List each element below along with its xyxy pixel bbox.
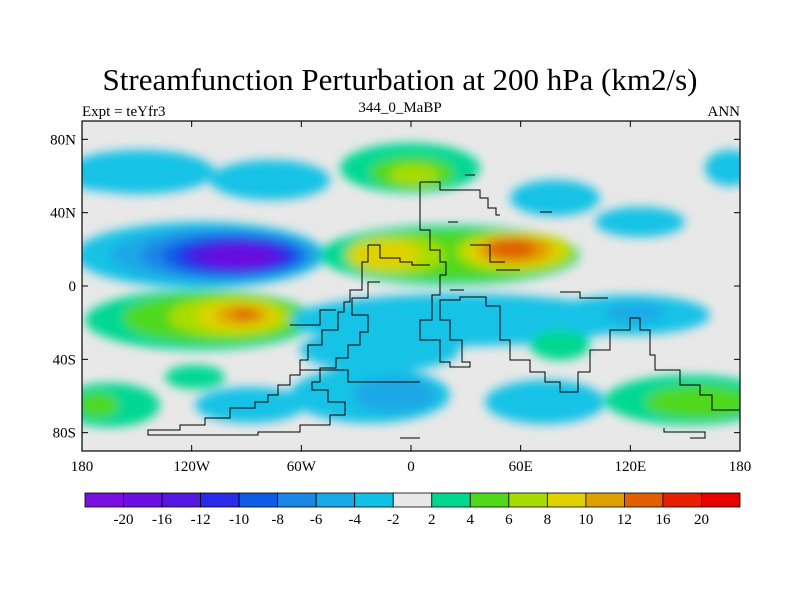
colorbar-swatch [200,492,240,508]
streamfunction-field [82,143,740,427]
colorbar-label: -10 [229,512,249,528]
lon-tick-label: 60W [287,459,317,475]
colorbar-swatch [238,492,279,508]
colorbar-swatch [624,492,664,508]
lon-tick-label: 180 [729,459,752,475]
positive-anomaly-eurasia [320,225,580,285]
positive-anomaly-south-pacific [85,290,315,350]
colorbar-swatch [392,492,433,508]
colorbar-swatch [662,492,702,508]
map-subtitle: 344_0_MaBP [358,100,442,116]
colorbar-label: 2 [428,512,436,528]
colorbar-swatch [469,492,510,508]
lon-tick-label: 180 [71,459,94,475]
lon-tick-label: 120E [614,459,646,475]
colorbar-label: -4 [348,512,361,528]
lon-tick-label: 0 [407,459,415,475]
colorbar-label: 6 [505,512,513,528]
colorbar-label: -8 [271,512,284,528]
colorbar-label: -2 [387,512,400,528]
lon-tick-label: 60E [509,459,533,475]
colorbar-swatch [431,492,471,508]
colorbar-swatch [701,492,741,508]
coastlines [147,174,740,439]
colorbar-swatch [161,492,201,508]
colorbar-swatch [123,492,163,508]
colorbar-swatch [508,492,548,508]
colorbar-swatch [84,492,124,508]
axis-ticks: 80N 40N 0 40S 80S 180 120W 60W 0 60E 120E 180 [50,121,751,475]
colorbar-label: -20 [114,512,134,528]
colorbar-label: 10 [578,512,593,528]
colorbar-swatch [354,492,394,508]
lat-tick-label: 80N [50,132,76,148]
colorbar-swatch [277,492,317,508]
colorbar-label: 16 [655,512,671,528]
negative-anomaly-north-pacific [82,222,325,288]
colorbar-label: 12 [617,512,632,528]
colorbar-swatch [585,492,625,508]
colorbar-swatch [546,492,587,508]
colorbar-label: -6 [310,512,323,528]
colorbar-label: -12 [191,512,211,528]
season-label: ANN [707,104,741,120]
lat-tick-label: 40N [50,206,76,222]
experiment-label: Expt = teYfr3 [82,104,166,120]
lat-tick-label: 40S [53,352,76,368]
lat-tick-label: 0 [69,279,77,295]
colorbar: -20 -16 -12 -10 -8 -6 -4 -2 2 4 6 8 10 12 16 20 [84,492,741,528]
colorbar-label: 20 [694,512,709,528]
colorbar-label: 4 [467,512,475,528]
lon-tick-label: 120W [173,459,211,475]
map-title: Streamfunction Perturbation at 200 hPa (… [102,62,698,97]
colorbar-swatch [315,492,356,508]
colorbar-label: -16 [152,512,172,528]
colorbar-label: 8 [544,512,552,528]
lat-tick-label: 80S [53,426,76,442]
